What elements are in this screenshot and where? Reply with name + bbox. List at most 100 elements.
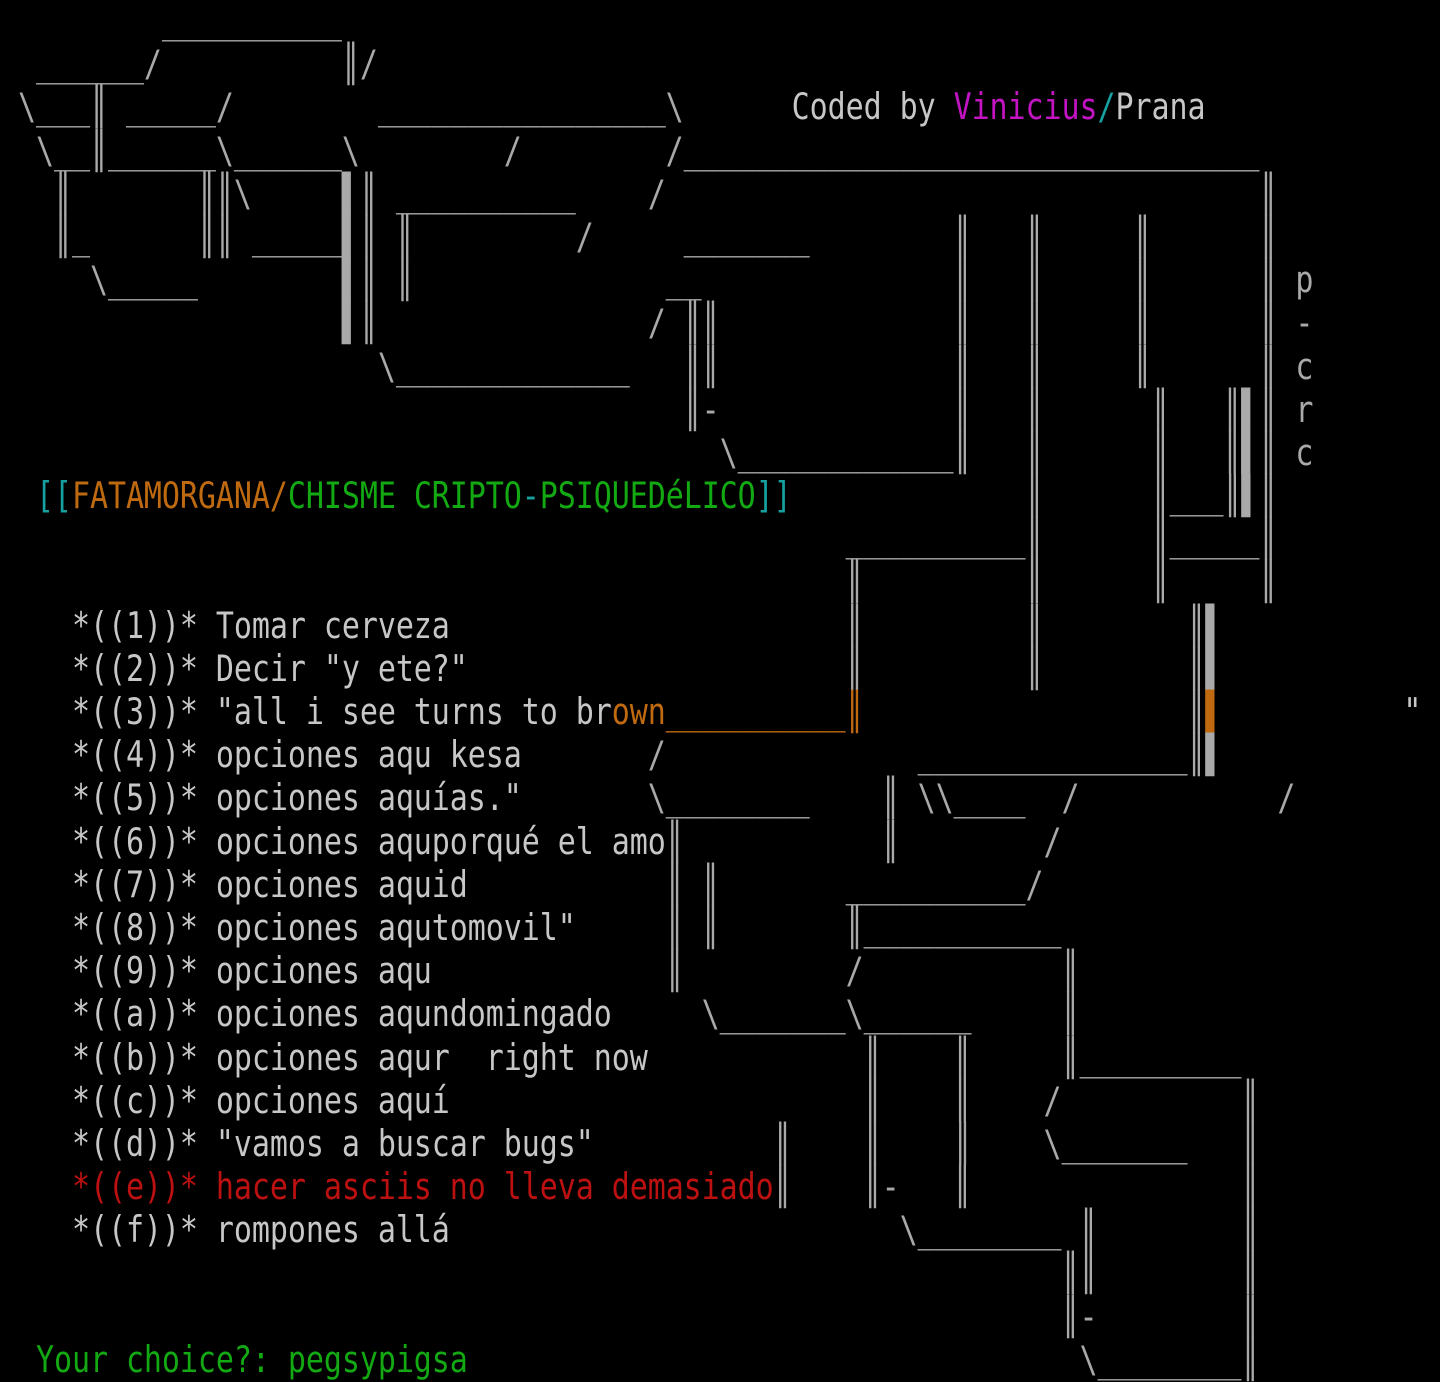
ascii-art-segment <box>0 1209 72 1252</box>
banner-row: [[FATAMORGANA/CHISME CRIPTO-PSIQUEDéLICO… <box>0 475 1421 518</box>
banner-board-name: FATAMORGANA/ <box>71 475 288 518</box>
menu-item-a: *((a))* opciones aqundomingado <box>71 993 612 1037</box>
vertical-label-letter: r <box>1295 388 1314 432</box>
ascii-art-segment <box>0 1166 72 1209</box>
ascii-art-segment <box>0 1080 72 1123</box>
ascii-art-segment: ║║ ║ <box>0 1252 1260 1296</box>
ascii-art-segment <box>0 691 72 734</box>
ascii-art-row: ║- ║ <box>0 1296 1421 1339</box>
ascii-art-row: ║║ ║ <box>0 1252 1421 1295</box>
menu-item-row: *((9))* opciones aqu ║ / ║ <box>0 950 1421 993</box>
credit-separator: / <box>1097 86 1116 130</box>
menu-item-9: *((9))* opciones aqu <box>71 950 432 994</box>
menu-item-row: *((a))* opciones aqundomingado \_______\… <box>0 993 1421 1036</box>
ascii-art-segment: " <box>1223 690 1422 734</box>
ascii-art-segment: ║ ║ ║___________ <box>575 906 1062 950</box>
ascii-art-row: __________║ ║_____║ <box>0 518 1421 561</box>
ascii-art-segment <box>0 648 72 691</box>
ascii-art-segment <box>0 907 72 950</box>
vertical-label-letter: p <box>1295 259 1314 303</box>
ascii-art-row: ║_ ║║ _____▌║ ║ / _______ ║ ║ ║ ║ <box>0 216 1421 259</box>
menu-item-row: *((e))* hacer asciis no lleva demasiado║… <box>0 1166 1421 1209</box>
ascii-art-segment <box>0 777 72 820</box>
ascii-art-row: ║ ║ ║ ║ <box>0 561 1421 604</box>
ascii-art-segment: \____________║ ║ ║ ║▌║ <box>0 431 1296 475</box>
ascii-art-segment: ║_ ║║ _____▌║ ║ / _______ ║ ║ ║ ║ <box>0 215 1278 259</box>
ascii-art-segment: ║ ║ ║_________ <box>647 1036 1242 1080</box>
menu-item-1: *((1))* Tomar cerveza <box>71 604 450 648</box>
ascii-art-segment <box>0 993 72 1036</box>
vertical-label-letter: c <box>1295 431 1314 475</box>
credit-coder: Vinicius <box>953 86 1098 130</box>
ascii-art-row: \__║______\______\ / /__________________… <box>0 130 1421 173</box>
menu-item-5: *((5))* opciones aquías." <box>71 777 522 821</box>
menu-item-d: *((d))* "vamos a buscar bugs" <box>71 1122 594 1166</box>
vertical-label-letter: c <box>1295 345 1314 389</box>
banner-chat-2: PSIQUEDéLICO <box>539 475 756 518</box>
ascii-art-row: ║ ║║\ ▌║ __________ / ║ <box>0 173 1421 216</box>
ascii-art-segment: ║ <box>863 690 1206 734</box>
menu-item-row: *((c))* opciones aquí ║ ║ / ║ <box>0 1080 1421 1123</box>
ascii-art-segment: \________ ║ ║ <box>449 1209 1260 1253</box>
menu-item-e: *((e))* hacer asciis no lleva demasiado <box>71 1165 774 1209</box>
menu-item-row: *((4))* opciones aqu kesa / ____________… <box>0 734 1421 777</box>
ascii-art-segment: \___║ _____/ ________________\ <box>0 86 792 130</box>
menu-item-c: *((c))* opciones aquí <box>71 1079 450 1123</box>
menu-item-f: *((f))* rompones allá <box>71 1209 450 1253</box>
ascii-art-row: \____________║ ║ ║ ║▌║ c <box>0 432 1421 475</box>
menu-item-row: *((6))* opciones aquporqué el amo║ ║ / <box>0 821 1421 864</box>
ascii-art-segment: ║ ║ ║▌ <box>449 604 1224 648</box>
ascii-art-segment: ______/ ║/ <box>0 43 378 87</box>
credit-group: Prana <box>1115 86 1206 130</box>
ascii-art-segment <box>0 475 36 518</box>
credit-line-row: \___║ _____/ ________________\ Coded by … <box>0 86 1421 129</box>
ascii-art-segment: ║ / ║ <box>431 950 1080 994</box>
menu-item-row: *((7))* opciones aquid ║ ║ __________/ <box>0 864 1421 907</box>
ascii-art-segment: \_____________ ║║ ║ ║ ║ ║ <box>0 345 1296 389</box>
menu-item-4: *((4))* opciones aqu kesa <box>71 734 522 778</box>
ascii-art-segment: \__║______\______\ / /__________________… <box>0 129 1260 173</box>
ascii-art-segment: / _______________║▌ <box>521 734 1224 778</box>
ascii-art-segment: ║ ║___║▌║ <box>791 475 1278 518</box>
menu-item-row: *((3))* "all i see turns to brown_______… <box>0 691 1421 734</box>
menu-item-row: *((b))* opciones aqur right now ║ ║ ║___… <box>0 1036 1421 1079</box>
ascii-art-segment: ║ ║ ║▌ <box>467 647 1224 691</box>
ascii-art-segment: __________║ ║_____║ <box>0 518 1278 562</box>
ascii-art-segment: ▌ <box>1205 690 1224 734</box>
ascii-art-segment <box>0 950 72 993</box>
ascii-art-segment: __________ <box>0 0 342 43</box>
banner-open-brackets: [[ <box>35 475 72 518</box>
ascii-art-segment: \_____ ▌║ ║ __ ║ ║ ║ ║ <box>0 259 1296 303</box>
banner-hyphen: - <box>521 475 540 518</box>
ascii-art-row: \_____ ▌║ ║ __ ║ ║ ║ ║ p <box>0 259 1421 302</box>
menu-item-3-highlight: own__________║ <box>611 690 864 734</box>
ascii-art-segment: ║ ║ / ║ <box>449 1079 1260 1123</box>
prompt-row[interactable]: Your choice?: pegsypigsa \________║ <box>0 1339 1421 1382</box>
banner-chat-1: CHISME CRIPTO <box>287 475 522 518</box>
ascii-art-segment: \_______\______ ║ <box>611 993 1080 1037</box>
ascii-art-row: \_____________ ║║ ║ ║ ║ ║ c <box>0 345 1421 388</box>
menu-item-row: *((2))* Decir "y ete?" ║ ║ ║▌ <box>0 648 1421 691</box>
ascii-art-segment <box>0 864 72 907</box>
ascii-art-row: __________ <box>0 0 1421 43</box>
menu-item-8: *((8))* opciones aqutomovil" <box>71 906 576 950</box>
menu-item-row: *((1))* Tomar cerveza ║ ║ ║▌ <box>0 605 1421 648</box>
ascii-art-segment <box>0 1036 72 1079</box>
ascii-art-segment <box>0 1339 36 1382</box>
ascii-art-segment <box>0 821 72 864</box>
ascii-art-segment: ║ ║ / <box>665 820 1062 864</box>
ascii-art-row: ▌║ / ║║ ║ ║ ║ ║ - <box>0 302 1421 345</box>
prompt-text: Your choice?: pegsypigsa <box>35 1338 468 1382</box>
vertical-label-letter: - <box>1295 302 1314 346</box>
ascii-art-segment: ║ ║- ║ ║ <box>773 1165 1260 1209</box>
menu-item-b: *((b))* opciones aqur right now <box>71 1036 648 1080</box>
ascii-art-segment: \________ ║ \\____ / / <box>521 777 1296 821</box>
banner-close-brackets: ]] <box>755 475 792 518</box>
ascii-art-row: ______/ ║/ <box>0 43 1421 86</box>
ascii-art-segment: ║- ║ <box>0 1295 1260 1339</box>
ascii-art-segment: ║- ║ ║ ║ ║▌║ <box>0 388 1296 432</box>
ascii-art-segment <box>0 1123 72 1166</box>
ascii-art-row: ║- ║ ║ ║ ║▌║ r <box>0 389 1421 432</box>
ascii-art-segment <box>0 605 72 648</box>
